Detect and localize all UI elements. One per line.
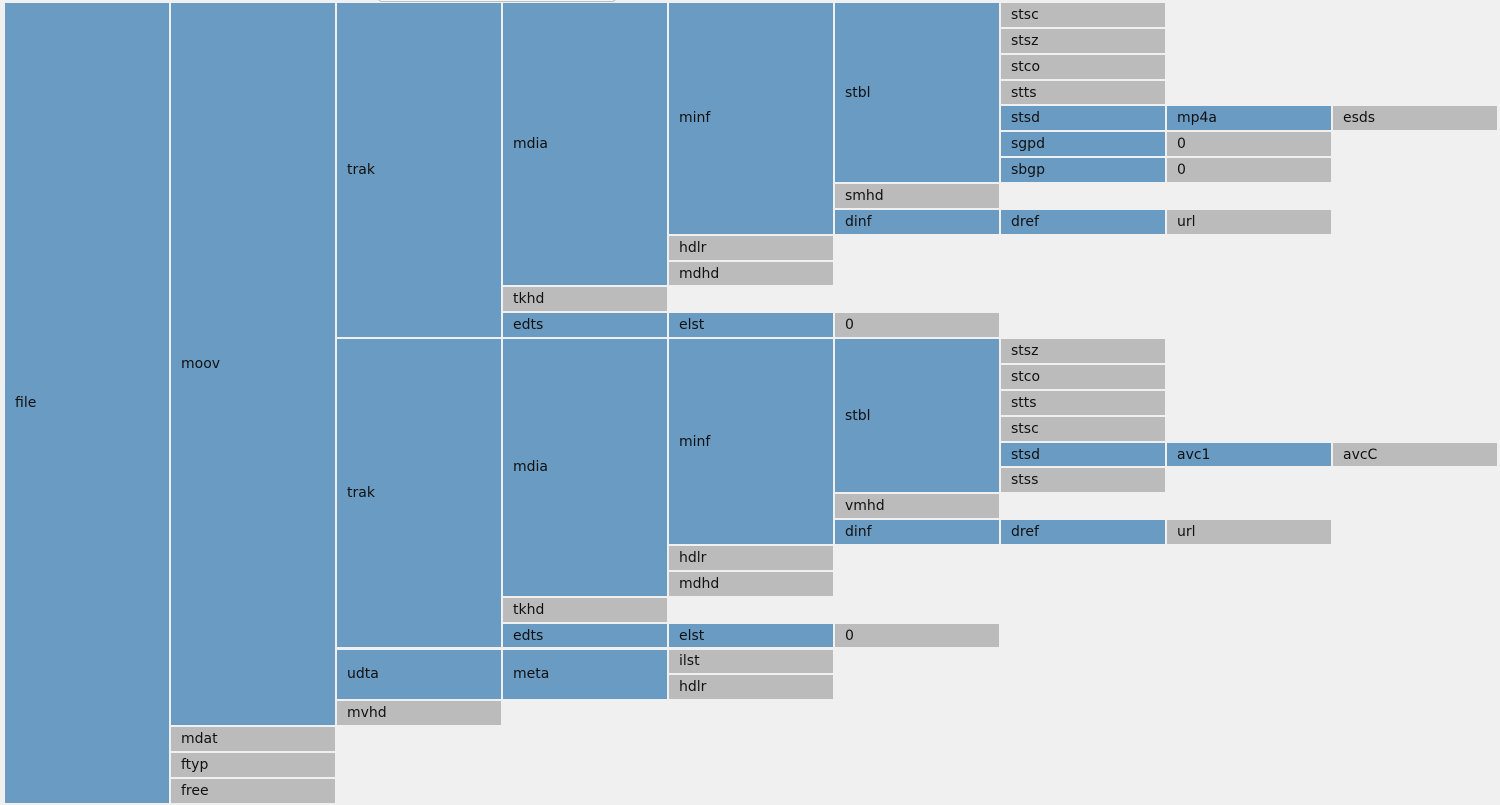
box-node-stsz[interactable]: stsz xyxy=(1001,339,1165,364)
box-node-hdlr[interactable]: hdlr xyxy=(669,235,833,260)
box-node-stts[interactable]: stts xyxy=(1001,80,1165,105)
box-node-mdia[interactable]: mdia xyxy=(503,339,667,596)
box-node-mdia[interactable]: mdia xyxy=(503,3,667,286)
box-node-minf[interactable]: minf xyxy=(669,3,833,234)
box-node-0[interactable]: 0 xyxy=(835,313,999,338)
box-node-stsd[interactable]: stsd xyxy=(1001,442,1165,467)
box-node-minf[interactable]: minf xyxy=(669,339,833,545)
box-node-stbl[interactable]: stbl xyxy=(835,3,999,183)
box-node-mp4a[interactable]: mp4a xyxy=(1167,106,1331,131)
box-node-stsd[interactable]: stsd xyxy=(1001,106,1165,131)
box-node-esds[interactable]: esds xyxy=(1333,106,1497,131)
box-node-dref[interactable]: dref xyxy=(1001,209,1165,234)
box-node-stco[interactable]: stco xyxy=(1001,54,1165,79)
box-node-trak[interactable]: trak xyxy=(337,339,501,648)
box-node-smhd[interactable]: smhd xyxy=(835,184,999,208)
box-node-edts[interactable]: edts xyxy=(503,313,667,338)
box-node-mdhd[interactable]: mdhd xyxy=(669,261,833,286)
box-node-tkhd[interactable]: tkhd xyxy=(503,597,667,622)
box-node-file[interactable]: file xyxy=(5,3,169,803)
box-node-mvhd[interactable]: mvhd xyxy=(337,701,501,726)
box-node-mdhd[interactable]: mdhd xyxy=(669,571,833,596)
box-node-mdat[interactable]: mdat xyxy=(171,727,335,751)
box-node-tkhd[interactable]: tkhd xyxy=(503,287,667,312)
box-node-stco[interactable]: stco xyxy=(1001,365,1165,389)
box-node-sgpd[interactable]: sgpd xyxy=(1001,132,1165,157)
box-node-ilst[interactable]: ilst xyxy=(669,649,833,674)
box-node-stts[interactable]: stts xyxy=(1001,390,1165,415)
box-node-dinf[interactable]: dinf xyxy=(835,209,999,234)
box-node-dref[interactable]: dref xyxy=(1001,520,1165,545)
box-node-meta[interactable]: meta xyxy=(503,649,667,700)
box-node-edts[interactable]: edts xyxy=(503,623,667,648)
box-node-moov[interactable]: moov xyxy=(171,3,335,726)
box-node-0[interactable]: 0 xyxy=(835,623,999,648)
box-node-free[interactable]: free xyxy=(171,778,335,803)
box-node-avcc[interactable]: avcC xyxy=(1333,442,1497,467)
box-node-vmhd[interactable]: vmhd xyxy=(835,494,999,519)
box-node-hdlr[interactable]: hdlr xyxy=(669,546,833,570)
box-node-hdlr[interactable]: hdlr xyxy=(669,675,833,700)
box-node-udta[interactable]: udta xyxy=(337,649,501,700)
box-node-sbgp[interactable]: sbgp xyxy=(1001,158,1165,183)
box-node-avc1[interactable]: avc1 xyxy=(1167,442,1331,467)
box-node-0[interactable]: 0 xyxy=(1167,132,1331,157)
box-node-0[interactable]: 0 xyxy=(1167,158,1331,183)
box-node-url[interactable]: url xyxy=(1167,209,1331,234)
box-node-stsc[interactable]: stsc xyxy=(1001,3,1165,27)
box-node-ftyp[interactable]: ftyp xyxy=(171,752,335,777)
box-node-url[interactable]: url xyxy=(1167,520,1331,545)
box-node-stss[interactable]: stss xyxy=(1001,468,1165,493)
box-node-trak[interactable]: trak xyxy=(337,3,501,338)
box-node-stbl[interactable]: stbl xyxy=(835,339,999,493)
box-node-stsc[interactable]: stsc xyxy=(1001,416,1165,441)
box-node-elst[interactable]: elst xyxy=(669,623,833,648)
box-node-stsz[interactable]: stsz xyxy=(1001,28,1165,53)
box-node-elst[interactable]: elst xyxy=(669,313,833,338)
box-node-dinf[interactable]: dinf xyxy=(835,520,999,545)
